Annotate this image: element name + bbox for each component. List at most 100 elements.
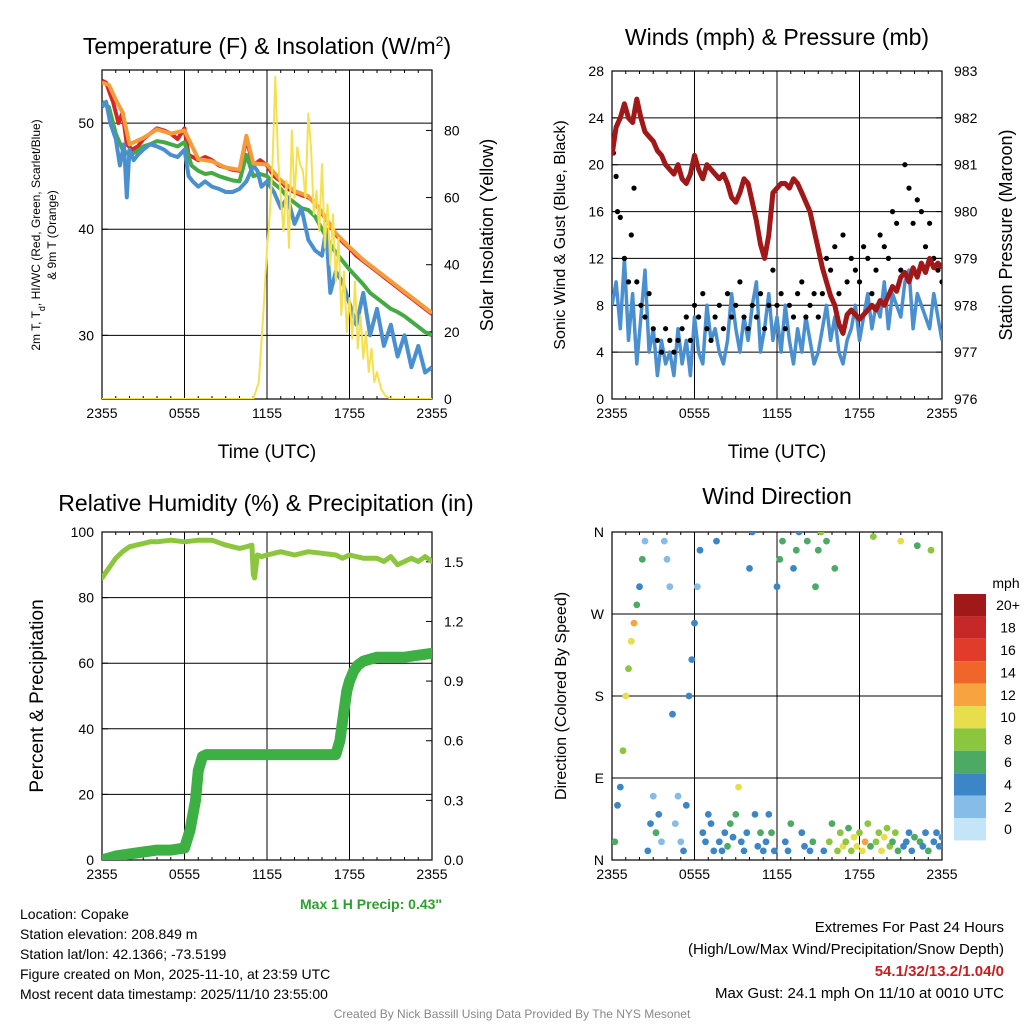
gust-point: [861, 244, 867, 250]
legend-swatch: [954, 795, 986, 818]
extremes-info: Extremes For Past 24 Hours (High/Low/Max…: [688, 917, 1004, 1005]
title-end: ): [443, 33, 451, 59]
humidity-ytick-label: 0: [86, 852, 94, 868]
gust-point: [811, 291, 817, 297]
wind-direction-point: [922, 829, 929, 837]
winds-ytick-label: 0: [596, 391, 604, 407]
legend-label: 6: [1004, 754, 1012, 770]
winds-xtick-label: 1755: [844, 405, 875, 421]
humidity-ylabel-left: Percent & Precipitation: [27, 599, 48, 792]
gust-point: [617, 214, 623, 220]
wind-direction-point: [699, 829, 707, 837]
wind-direction-ytick-label: N: [594, 524, 604, 540]
gust-point: [667, 337, 673, 343]
winds-ylabel-right-text: Station Pressure (Maroon): [996, 129, 1016, 340]
gust-point: [815, 314, 821, 320]
gust-point: [889, 209, 896, 215]
humidity-ytick-label: 80: [78, 590, 94, 606]
gust-point: [683, 314, 689, 320]
legend-swatch: [954, 616, 986, 639]
gust-point: [745, 326, 751, 332]
wind-direction-point: [875, 829, 883, 837]
legend-swatch: [954, 750, 986, 774]
recent-text: Most recent data timestamp: 2025/11/10 2…: [20, 986, 328, 1002]
gust-point: [856, 279, 863, 285]
ylabel-line-1: 2m T, Td, HI/WC (Red, Green, Scarlet/Blu…: [29, 119, 47, 350]
wind-direction-point: [625, 665, 632, 673]
gust-point: [749, 302, 755, 308]
wind-direction-point: [726, 820, 734, 827]
gust-point: [836, 291, 842, 297]
legend-label: 14: [1000, 664, 1016, 680]
legend-swatch: [954, 773, 986, 796]
gust-point: [939, 279, 942, 285]
wind-direction-point: [853, 842, 861, 850]
wind-direction-point: [715, 838, 723, 846]
temperature-ylabel-left: 2m T, Td, HI/WC (Red, Green, Scarlet/Blu…: [29, 119, 59, 350]
winds-ytick-right-label: 981: [954, 157, 978, 173]
winds-ytick-right-label: 982: [954, 110, 978, 126]
temperature-xtick-label: 2355: [86, 405, 117, 421]
gust-point: [873, 267, 879, 273]
wind-direction-point: [847, 847, 855, 855]
gust-point: [881, 244, 887, 250]
winds-ylabel-left: Sonic Wind & Gust (Blue, Black): [552, 120, 569, 349]
gust-point: [753, 314, 760, 320]
legend-swatch: [954, 661, 986, 684]
credit-text: Created By Nick Bassill Using Data Provi…: [333, 1007, 691, 1021]
gust-point: [671, 349, 677, 355]
wind-direction-point: [858, 847, 866, 855]
series-blue-line: [102, 99, 432, 375]
temperature-xtick-label: 0555: [169, 405, 200, 421]
wind-direction-point: [754, 842, 762, 850]
wind-direction-point: [803, 537, 811, 545]
gust-point: [803, 314, 809, 320]
winds-plot: [612, 96, 942, 378]
wind-direction-point: [765, 811, 773, 818]
humidity-xtick-label: 1155: [252, 866, 282, 882]
gust-point: [729, 314, 735, 320]
wind-direction-point: [878, 847, 885, 855]
gust-point: [634, 279, 640, 285]
wind-direction-point: [894, 847, 902, 855]
gust-point: [679, 326, 685, 332]
wind-direction-point: [649, 792, 657, 800]
ylabel-rest: , HI/WC (Red, Green, Scarlet/Blue): [29, 119, 43, 306]
wind-direction-point: [927, 546, 935, 554]
gust-point: [675, 337, 681, 343]
wind-direction-point: [850, 833, 858, 841]
wind-direction-point: [908, 847, 916, 855]
wind-direction-point: [647, 820, 654, 827]
wind-direction-point: [913, 542, 921, 550]
gust-point: [614, 209, 621, 215]
wind-direction-point: [770, 847, 778, 855]
wind-direction-point: [869, 533, 877, 540]
wind-direction-point: [935, 842, 942, 850]
extremes-values: 54.1/32/13.2/1.04/0: [874, 963, 1004, 980]
wind-direction-title: Wind Direction: [702, 483, 852, 509]
wind-direction-point: [861, 838, 869, 846]
gust-point: [922, 244, 929, 250]
humidity-title: Relative Humidity (%) & Precipitation (i…: [58, 490, 473, 516]
gust-point: [927, 220, 933, 226]
gust-point: [700, 291, 706, 297]
legend-label: 0: [1004, 821, 1012, 837]
wind-direction-ylabel-text: Direction (Colored By Speed): [553, 592, 570, 800]
winds-xtick-label: 1155: [762, 405, 792, 421]
wind-direction-point: [702, 838, 709, 846]
humidity-ytick-right-label: 0.6: [444, 733, 464, 749]
gust-point: [782, 326, 788, 332]
legend-label: 10: [1000, 709, 1016, 725]
legend-swatch: [954, 683, 986, 706]
gust-point: [712, 314, 718, 320]
gust-point: [918, 209, 925, 215]
wind-direction-point: [801, 842, 808, 850]
wind-direction-point: [622, 692, 630, 700]
wind-direction-point: [680, 847, 687, 855]
gust-point: [894, 220, 900, 226]
gust-point: [898, 267, 904, 273]
wind-direction-point: [666, 583, 674, 591]
legend-label: 12: [1000, 687, 1016, 703]
winds-ytick-right-label: 977: [954, 344, 978, 360]
gust-point: [658, 349, 665, 355]
